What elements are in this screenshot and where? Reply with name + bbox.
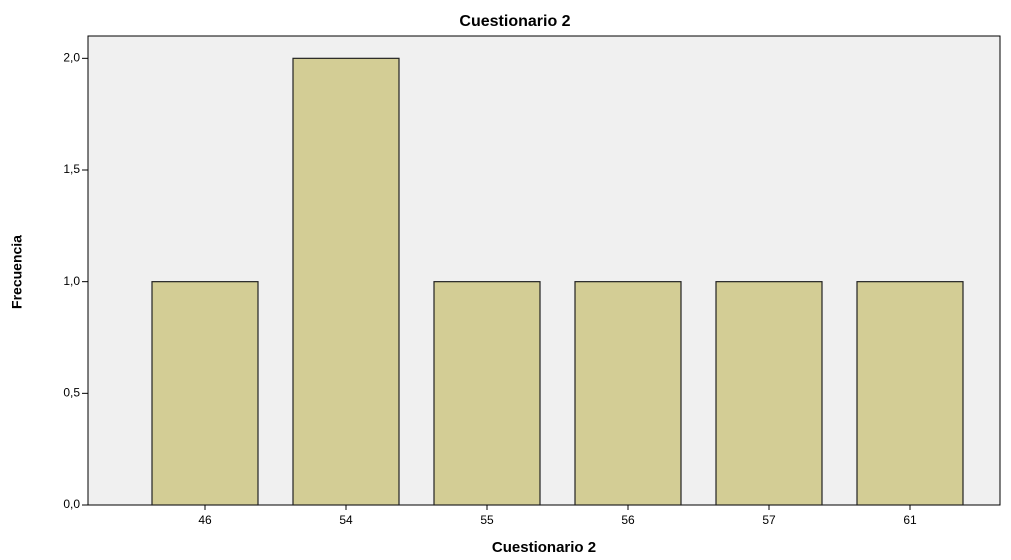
y-tick-label: 1,5: [63, 162, 80, 176]
y-tick-label: 1,0: [63, 274, 80, 288]
y-tick-label: 0,5: [63, 386, 80, 400]
bar: [292, 57, 400, 506]
y-tick-label: 2,0: [63, 51, 80, 65]
y-axis-label: Frecuencia: [9, 235, 25, 309]
x-tick-label: 54: [339, 513, 353, 527]
bar: [574, 281, 682, 506]
x-tick-label: 61: [903, 513, 917, 527]
x-tick-label: 46: [198, 513, 212, 527]
bar: [433, 281, 541, 506]
x-tick-label: 57: [762, 513, 776, 527]
bar: [715, 281, 823, 506]
chart-title: Cuestionario 2: [459, 13, 570, 30]
bar: [151, 281, 259, 506]
y-tick-label: 0,0: [63, 497, 80, 511]
x-tick-label: 55: [480, 513, 494, 527]
x-tick-label: 56: [621, 513, 635, 527]
bar: [856, 281, 964, 506]
x-axis-label: Cuestionario 2: [492, 539, 596, 556]
